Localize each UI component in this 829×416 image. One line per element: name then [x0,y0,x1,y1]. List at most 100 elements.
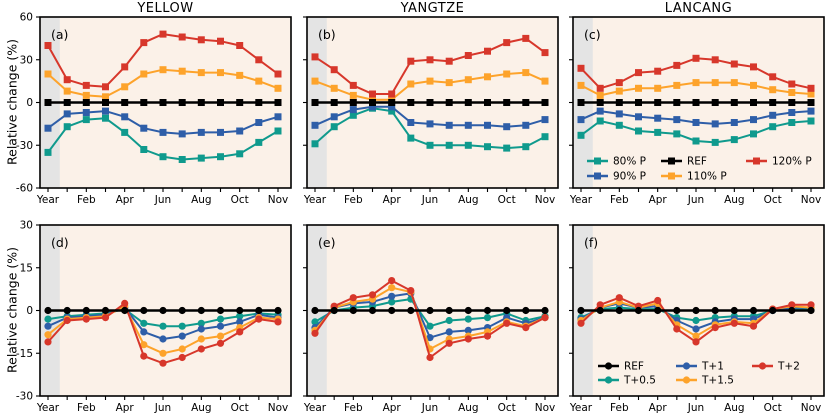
data-point [426,334,434,342]
data-point [178,322,186,330]
data-point [615,110,623,118]
data-point [63,76,71,84]
column-title-yangtze: YANGTZE [400,1,465,16]
x-tick-label: Nov [801,194,822,206]
data-point [503,144,511,152]
x-tick-label: Feb [610,194,629,206]
x-tick-label: Aug [724,194,745,206]
x-tick-label: Aug [724,402,745,414]
data-point [426,322,434,330]
data-point [522,121,530,129]
data-point [121,99,129,106]
data-point [101,306,110,315]
data-point [788,119,796,126]
y-axis-label-bottom: Relative change (%) [4,247,20,373]
data-point [349,106,357,114]
data-point [426,306,434,315]
legend-marker [682,362,691,370]
panel-e-label: (e) [318,235,335,250]
y-tick-label: 0 [26,97,33,109]
data-point [178,99,186,106]
data-point [407,306,415,315]
data-point [484,99,491,106]
data-point [82,81,90,89]
data-point [445,99,453,106]
data-point [654,99,662,106]
data-point [654,306,662,315]
x-tick-label: Jun [154,194,171,206]
data-point [101,314,110,322]
data-point [635,113,642,121]
data-point [159,322,167,330]
data-point [388,90,396,98]
x-tick-label: Apr [383,402,402,414]
x-tick-label: Oct [231,194,249,206]
x-tick-label: Aug [191,194,212,206]
data-point [654,296,662,305]
data-point [426,353,434,362]
data-point [654,84,662,92]
x-tick-label: Feb [610,402,629,414]
x-tick-label: Year [303,402,327,414]
legend-label: 120% P [772,156,812,168]
data-point [368,291,377,299]
data-point [807,84,815,92]
x-tick-label: Nov [268,194,289,206]
panel-c-series-90-p [577,107,815,128]
data-point [255,138,263,146]
data-point [541,99,549,106]
data-point [63,87,71,95]
data-point [769,111,777,119]
data-point [159,66,167,74]
x-tick-label: Nov [535,194,556,206]
x-tick-label: Nov [535,402,556,414]
data-point [44,124,52,132]
x-tick-label: Apr [649,194,668,206]
data-point [711,120,719,128]
legend-marker [668,172,675,180]
data-point [503,306,511,315]
data-point [769,123,777,131]
x-tick-label: Apr [383,194,402,206]
data-point [236,328,244,336]
data-point [255,77,263,85]
data-point [216,322,225,330]
data-point [541,133,549,141]
data-point [730,319,738,327]
data-point [692,338,700,346]
x-tick-label: Oct [764,402,782,414]
data-point [236,42,244,49]
data-point [311,318,319,326]
data-point [483,306,492,315]
panel-e: Year Feb Apr Jun Aug Oct Nov (e) [303,224,559,414]
panel-c-series-80-p [577,117,815,146]
data-point [445,316,453,325]
data-point [445,121,453,129]
panel-a-label: (a) [51,27,68,42]
column-title-yellow: YELLOW [137,1,194,16]
data-point [692,137,700,145]
panel-f-series-ref [577,306,815,315]
data-point [140,306,148,315]
data-point [311,140,319,148]
data-point [388,284,396,292]
legend-label: REF [624,361,644,373]
data-point [464,52,472,59]
data-point [464,141,472,149]
data-point [140,99,148,106]
data-point [159,99,167,106]
data-point [711,306,719,315]
data-point [788,89,796,96]
data-point [121,306,129,315]
data-point [711,138,719,146]
data-point [102,99,109,106]
legend-item-110-p: 110% P [661,171,727,183]
panel-b: Year Feb Apr Jun Aug Oct Nov (b) [303,16,559,206]
panel-b-series-80-p [311,104,549,152]
data-point [121,63,129,71]
data-point [807,306,815,315]
panel-c-series-ref [577,99,815,106]
x-tick-label: Oct [764,194,782,206]
data-point [788,301,796,309]
legend-label: 80% P [613,156,646,168]
